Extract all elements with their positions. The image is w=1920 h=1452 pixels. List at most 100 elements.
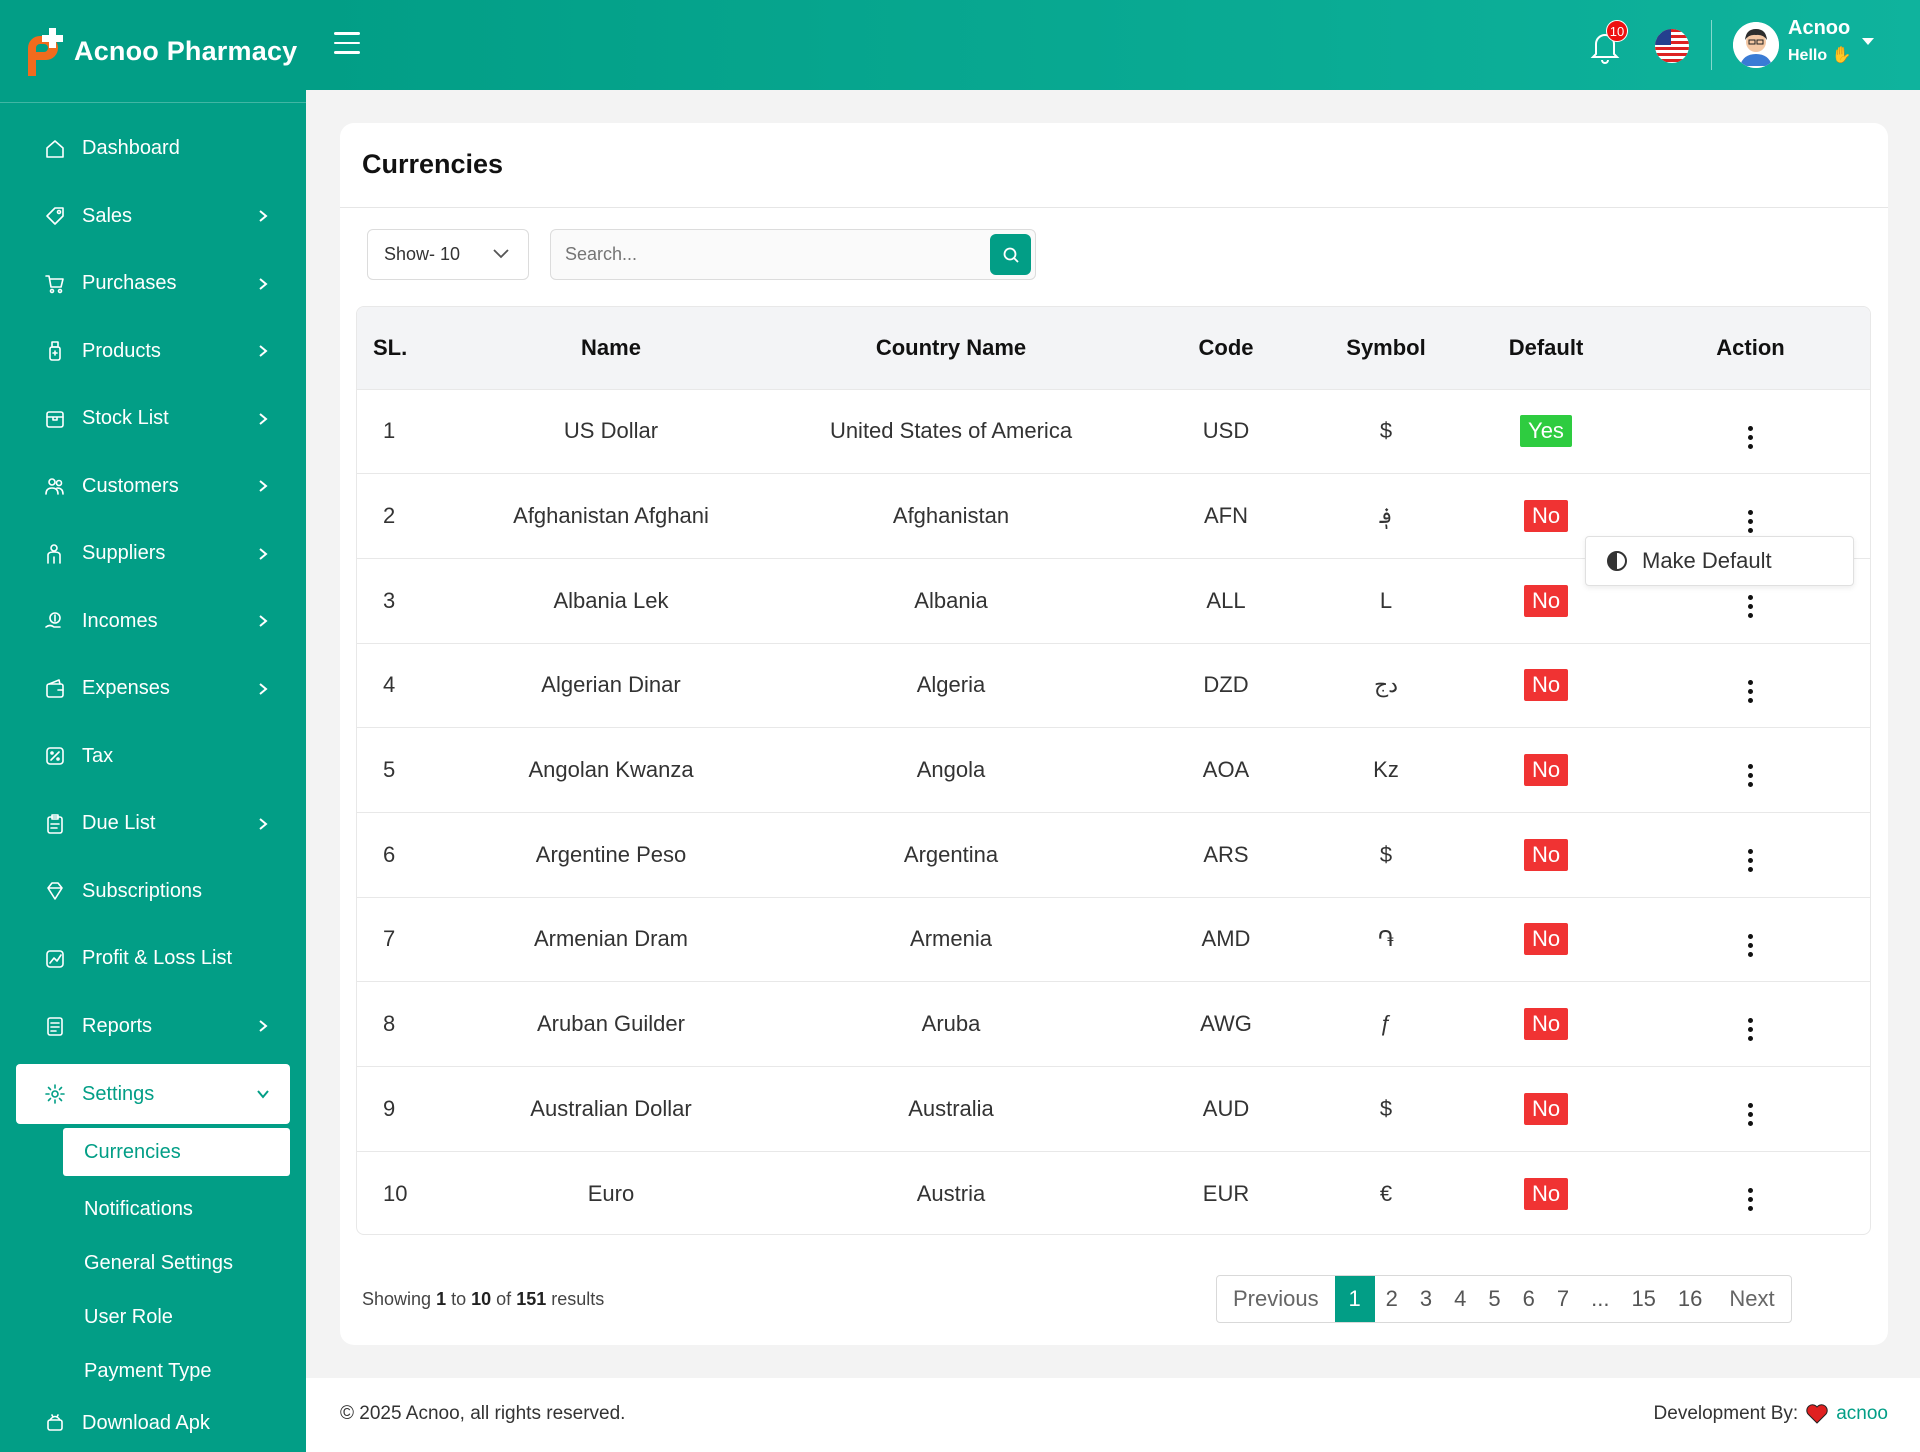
cell-action [1631, 728, 1870, 813]
brand[interactable]: Acnoo Pharmacy [0, 0, 306, 103]
sidebar-item-dashboard[interactable]: Dashboard [0, 115, 306, 183]
users-icon [44, 475, 66, 497]
cart-icon [44, 273, 66, 295]
sidebar-item-sales[interactable]: Sales [0, 183, 306, 251]
cell-country: Australia [908, 1095, 994, 1121]
user-greeting: Hello ✋ [1788, 47, 1852, 64]
submenu-item-general-settings[interactable]: General Settings [84, 1251, 233, 1274]
page-button-1[interactable]: 1 [1334, 1276, 1375, 1322]
sidebar-item-due-list[interactable]: Due List [0, 790, 306, 858]
report-icon [44, 1015, 66, 1037]
sidebar-item-label: Sales [82, 204, 133, 227]
bottle-icon [44, 340, 66, 362]
default-status-badge: No [1523, 669, 1569, 702]
search-button[interactable] [990, 234, 1031, 275]
submenu-item-user-role[interactable]: User Role [84, 1305, 173, 1328]
sidebar-item-label: Suppliers [82, 542, 166, 565]
previous-page-button[interactable]: Previous [1233, 1286, 1319, 1311]
cell-symbol: Kz [1373, 757, 1399, 783]
page-button-4[interactable]: 4 [1454, 1286, 1467, 1311]
chevron-down-icon [257, 1090, 269, 1099]
more-options-icon[interactable] [1739, 507, 1763, 537]
clipboard-icon [44, 813, 66, 835]
more-options-icon[interactable] [1739, 1100, 1763, 1130]
sidebar-item-customers[interactable]: Customers [0, 453, 306, 521]
page-button-7[interactable]: 7 [1556, 1286, 1570, 1311]
search-icon [1003, 247, 1019, 263]
page-button-2[interactable]: 2 [1385, 1286, 1398, 1311]
sidebar-item-reports[interactable]: Reports [0, 993, 306, 1061]
sidebar-item-label: Stock List [82, 407, 169, 430]
sidebar-item-download-apk[interactable]: Download Apk [0, 1398, 306, 1448]
menu-toggle-icon[interactable] [334, 32, 360, 54]
default-status-badge: No [1523, 1092, 1569, 1125]
cell-default: No [1461, 812, 1631, 897]
more-options-icon[interactable] [1739, 930, 1763, 960]
caret-down-icon[interactable] [1862, 38, 1874, 46]
next-page-button[interactable]: Next [1729, 1286, 1775, 1311]
column-header-code: Code [1198, 334, 1254, 360]
cell-sl: 4 [383, 672, 396, 698]
page-button-5[interactable]: 5 [1488, 1286, 1501, 1311]
cell-code: USD [1202, 418, 1250, 444]
cell-code: AUD [1202, 1095, 1250, 1121]
cell-code: EUR [1202, 1180, 1250, 1206]
developer-label: Development By: [1653, 1403, 1799, 1424]
sidebar-item-subscriptions[interactable]: Subscriptions [0, 858, 306, 926]
developer-link[interactable]: acnoo [1836, 1403, 1888, 1424]
page-button-15[interactable]: 15 [1631, 1286, 1656, 1311]
sidebar-item-stock-list[interactable]: Stock List [0, 385, 306, 453]
heart-icon [1806, 1404, 1828, 1424]
percent-icon [44, 745, 66, 767]
sidebar-item-tax[interactable]: Tax [0, 723, 306, 791]
cell-action [1631, 812, 1870, 897]
brand-logo-icon [22, 26, 70, 76]
sidebar-item-profit-loss-list[interactable]: Profit & Loss List [0, 925, 306, 993]
header-divider [1711, 20, 1712, 70]
page-button-16[interactable]: 16 [1677, 1286, 1703, 1311]
more-options-icon[interactable] [1739, 846, 1763, 876]
cell-country: Afghanistan [892, 503, 1010, 529]
sidebar-item-suppliers[interactable]: Suppliers [0, 520, 306, 588]
cell-name: Aruban Guilder [537, 1011, 685, 1037]
chevron-down-icon [493, 249, 509, 259]
cell-country: Albania [914, 587, 988, 613]
search-input[interactable] [551, 230, 971, 279]
submenu-item-currencies[interactable]: Currencies [63, 1128, 290, 1176]
more-options-icon[interactable] [1739, 1015, 1763, 1045]
sidebar-item-incomes[interactable]: Incomes [0, 588, 306, 656]
column-header-default: Default [1508, 334, 1584, 360]
cell-action [1631, 474, 1870, 559]
sidebar-item-products[interactable]: Products [0, 318, 306, 386]
sidebar-item-label: Reports [82, 1014, 153, 1037]
sidebar-item-purchases[interactable]: Purchases [0, 250, 306, 318]
make-default-label: Make Default [1642, 548, 1772, 573]
table-row: 5 Angolan Kwanza Angola AOA Kz No [357, 727, 1870, 813]
more-options-icon[interactable] [1739, 422, 1763, 452]
cell-sl: 3 [383, 587, 396, 613]
more-options-icon[interactable] [1739, 591, 1763, 621]
cell-default: No [1461, 897, 1631, 982]
sidebar-item-expenses[interactable]: Expenses [0, 655, 306, 723]
more-options-icon[interactable] [1739, 761, 1763, 791]
tag-icon [44, 205, 66, 227]
column-header-name: Name [581, 334, 641, 360]
sidebar-item-settings[interactable]: Settings [16, 1064, 290, 1124]
more-options-icon[interactable] [1739, 676, 1763, 706]
submenu-item-notifications[interactable]: Notifications [84, 1197, 193, 1220]
cell-sl: 1 [383, 418, 396, 444]
cell-default: No [1461, 474, 1631, 559]
more-options-icon[interactable] [1739, 1185, 1763, 1215]
us-flag-icon[interactable] [1655, 29, 1689, 63]
column-header-sl: SL. [373, 334, 408, 360]
make-default-menu-item[interactable]: Make Default [1585, 536, 1854, 586]
submenu-item-payment-type[interactable]: Payment Type [84, 1359, 212, 1382]
cell-symbol: $ [1379, 418, 1393, 444]
page-button-3[interactable]: 3 [1419, 1286, 1433, 1311]
default-status-badge: No [1523, 584, 1569, 617]
avatar[interactable] [1733, 22, 1779, 68]
cell-action [1631, 1151, 1870, 1234]
default-status-badge: No [1523, 1177, 1569, 1210]
page-button-6[interactable]: 6 [1522, 1286, 1535, 1311]
show-entries-select[interactable]: Show- 10 [367, 229, 529, 280]
